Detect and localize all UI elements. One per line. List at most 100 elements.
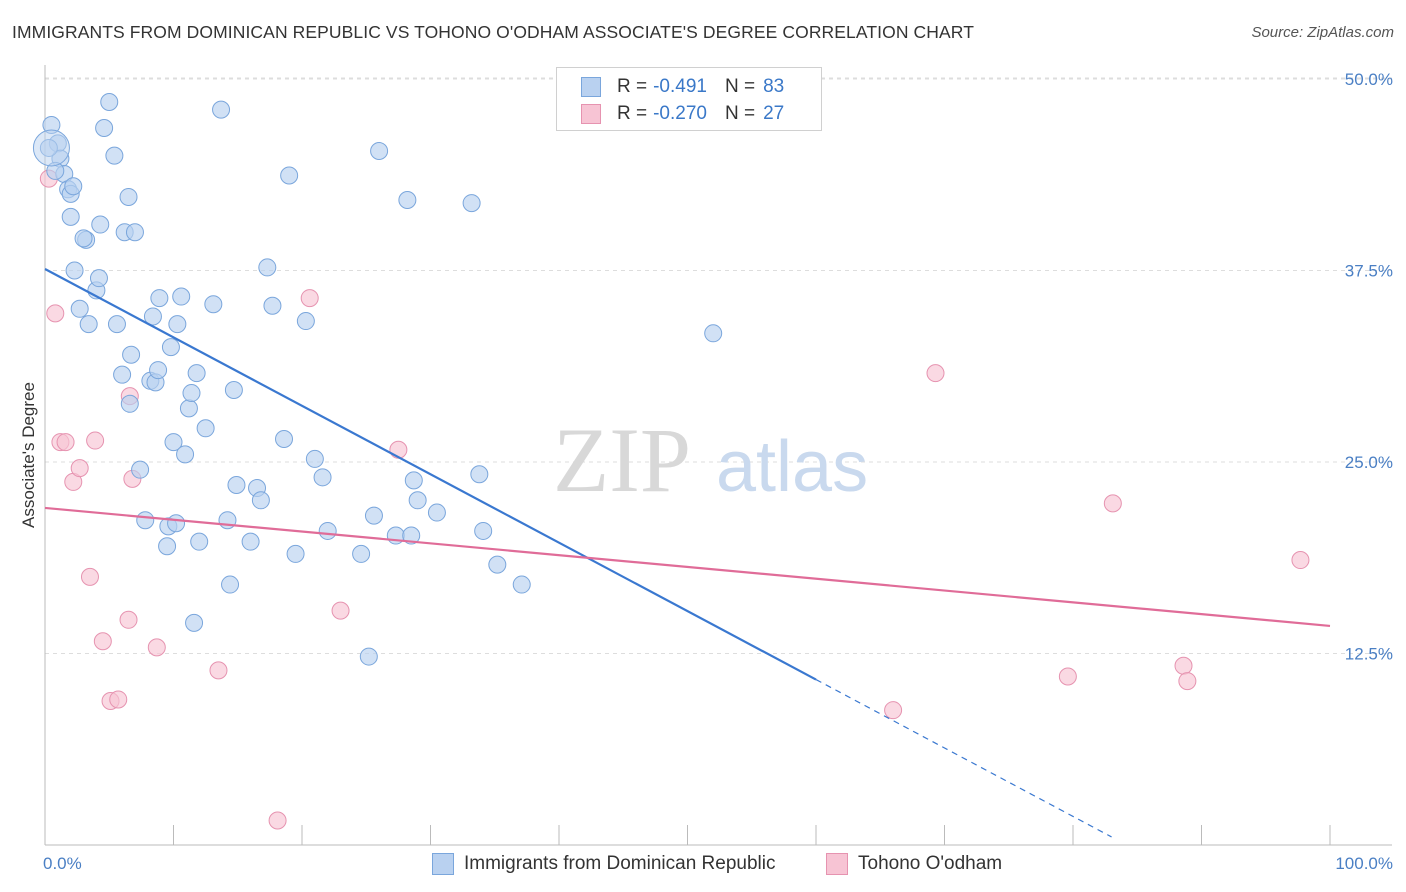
y-tick-label: 37.5% — [1345, 262, 1393, 281]
tohono-trend-line — [44, 506, 1331, 628]
legend-r-value: -0.491 — [653, 76, 707, 97]
dominican-point — [227, 475, 246, 494]
dominican-point — [149, 361, 168, 380]
tohono-point — [119, 610, 138, 629]
tohono-point — [331, 601, 350, 620]
tohono-point — [109, 690, 128, 709]
bottom-legend-swatch-blue — [432, 853, 454, 875]
bottom-legend-label-tohono: Tohono O'odham — [858, 853, 1003, 874]
tohono-point — [389, 440, 408, 459]
dominican-point — [161, 338, 180, 357]
gridlines — [45, 77, 1392, 654]
tohono-point — [147, 638, 166, 657]
bottom-legend-label-dominican: Immigrants from Dominican Republic — [464, 853, 776, 874]
tohono-point — [1291, 551, 1310, 570]
y-tick-label: 12.5% — [1345, 645, 1393, 664]
dominican-point — [251, 491, 270, 510]
tick-labels: 12.5% 25.0% 37.5% 50.0% 0.0% 100.0% — [43, 70, 1393, 873]
dominican-point — [179, 399, 198, 418]
tohono-point — [80, 567, 99, 586]
legend-r-label: R = — [617, 103, 648, 124]
dominican-point — [131, 460, 150, 479]
tohono-point — [70, 459, 89, 478]
dominican-point — [119, 187, 138, 206]
dominican-point — [91, 215, 110, 234]
dominican-point — [427, 503, 446, 522]
dominican-point — [318, 521, 337, 540]
dominican-point — [512, 575, 531, 594]
dominican-point — [100, 92, 119, 111]
y-tick-label: 50.0% — [1345, 70, 1393, 89]
dominican-point — [167, 514, 186, 533]
dominican-point — [107, 315, 126, 334]
dominican-point — [404, 471, 423, 490]
dominican-point — [370, 142, 389, 161]
dominican-point — [158, 537, 177, 556]
series-dominican-points — [32, 92, 723, 666]
tohono-point — [268, 811, 287, 830]
dominican-point — [105, 146, 124, 165]
tohono-point — [926, 364, 945, 383]
bottom-legend-tohono: Tohono O'odham — [826, 852, 1002, 876]
trend-lines — [44, 267, 1331, 838]
dominican-point — [704, 324, 723, 343]
dominican-point — [176, 445, 195, 464]
series-tohono-points — [39, 169, 1310, 830]
dominican-point — [474, 521, 493, 540]
dominican-point-cluster — [32, 129, 70, 167]
dominican-point — [470, 465, 489, 484]
dominican-point — [305, 449, 324, 468]
tohono-point — [300, 289, 319, 308]
dominican-point — [408, 491, 427, 510]
dominican-point — [462, 194, 481, 213]
dominican-point — [172, 287, 191, 306]
bottom-legend-swatch-pink — [826, 853, 848, 875]
dominican-point — [182, 384, 201, 403]
legend-n-label: N = — [724, 103, 756, 124]
dominican-point — [352, 544, 371, 563]
dominican-point — [196, 419, 215, 438]
dominican-point — [65, 261, 84, 280]
legend-swatch-pink — [581, 104, 601, 124]
legend-r-label: R = — [617, 76, 648, 97]
tohono-point — [56, 433, 75, 452]
dominican-point — [150, 289, 169, 308]
dominican-trend-line — [44, 267, 817, 681]
dominican-point — [398, 191, 417, 210]
watermark-zip: ZIP — [553, 409, 691, 511]
legend-n-value: 27 — [763, 103, 785, 124]
dominican-point — [187, 364, 206, 383]
dominican-point — [113, 365, 132, 384]
dominican-point — [359, 647, 378, 666]
dominican-point — [313, 468, 332, 487]
tohono-point — [209, 661, 228, 680]
chart-title: IMMIGRANTS FROM DOMINICAN REPUBLIC VS TO… — [12, 22, 974, 42]
dominican-point — [95, 119, 114, 138]
dominican-point — [168, 315, 187, 334]
tohono-point — [1174, 656, 1193, 675]
tohono-point — [93, 632, 112, 651]
dominican-point — [224, 380, 243, 399]
dominican-point — [122, 345, 141, 364]
dominican-point — [212, 100, 231, 119]
legend-n-label: N = — [724, 76, 756, 97]
tohono-point — [1103, 494, 1122, 513]
correlation-legend: R = -0.491 N = 83 R = -0.270 N = 27 — [556, 67, 822, 131]
x-tick-label: 100.0% — [1335, 854, 1393, 873]
dominican-point — [190, 532, 209, 551]
dominican-point — [136, 511, 155, 530]
dominican-point — [286, 544, 305, 563]
dominican-point — [241, 532, 260, 551]
y-tick-label: 25.0% — [1345, 453, 1393, 472]
dominican-point — [402, 526, 421, 545]
legend-n-value: 83 — [763, 76, 785, 97]
legend-r-value: -0.270 — [653, 103, 707, 124]
dominican-point — [364, 506, 383, 525]
y-axis-label: Associate's Degree — [19, 382, 38, 528]
dominican-point — [280, 166, 299, 185]
bottom-legend-dominican: Immigrants from Dominican Republic — [432, 852, 776, 876]
tohono-point — [884, 701, 903, 720]
dominican-point — [275, 430, 294, 449]
tohono-point — [1058, 667, 1077, 686]
dominican-point — [296, 312, 315, 331]
